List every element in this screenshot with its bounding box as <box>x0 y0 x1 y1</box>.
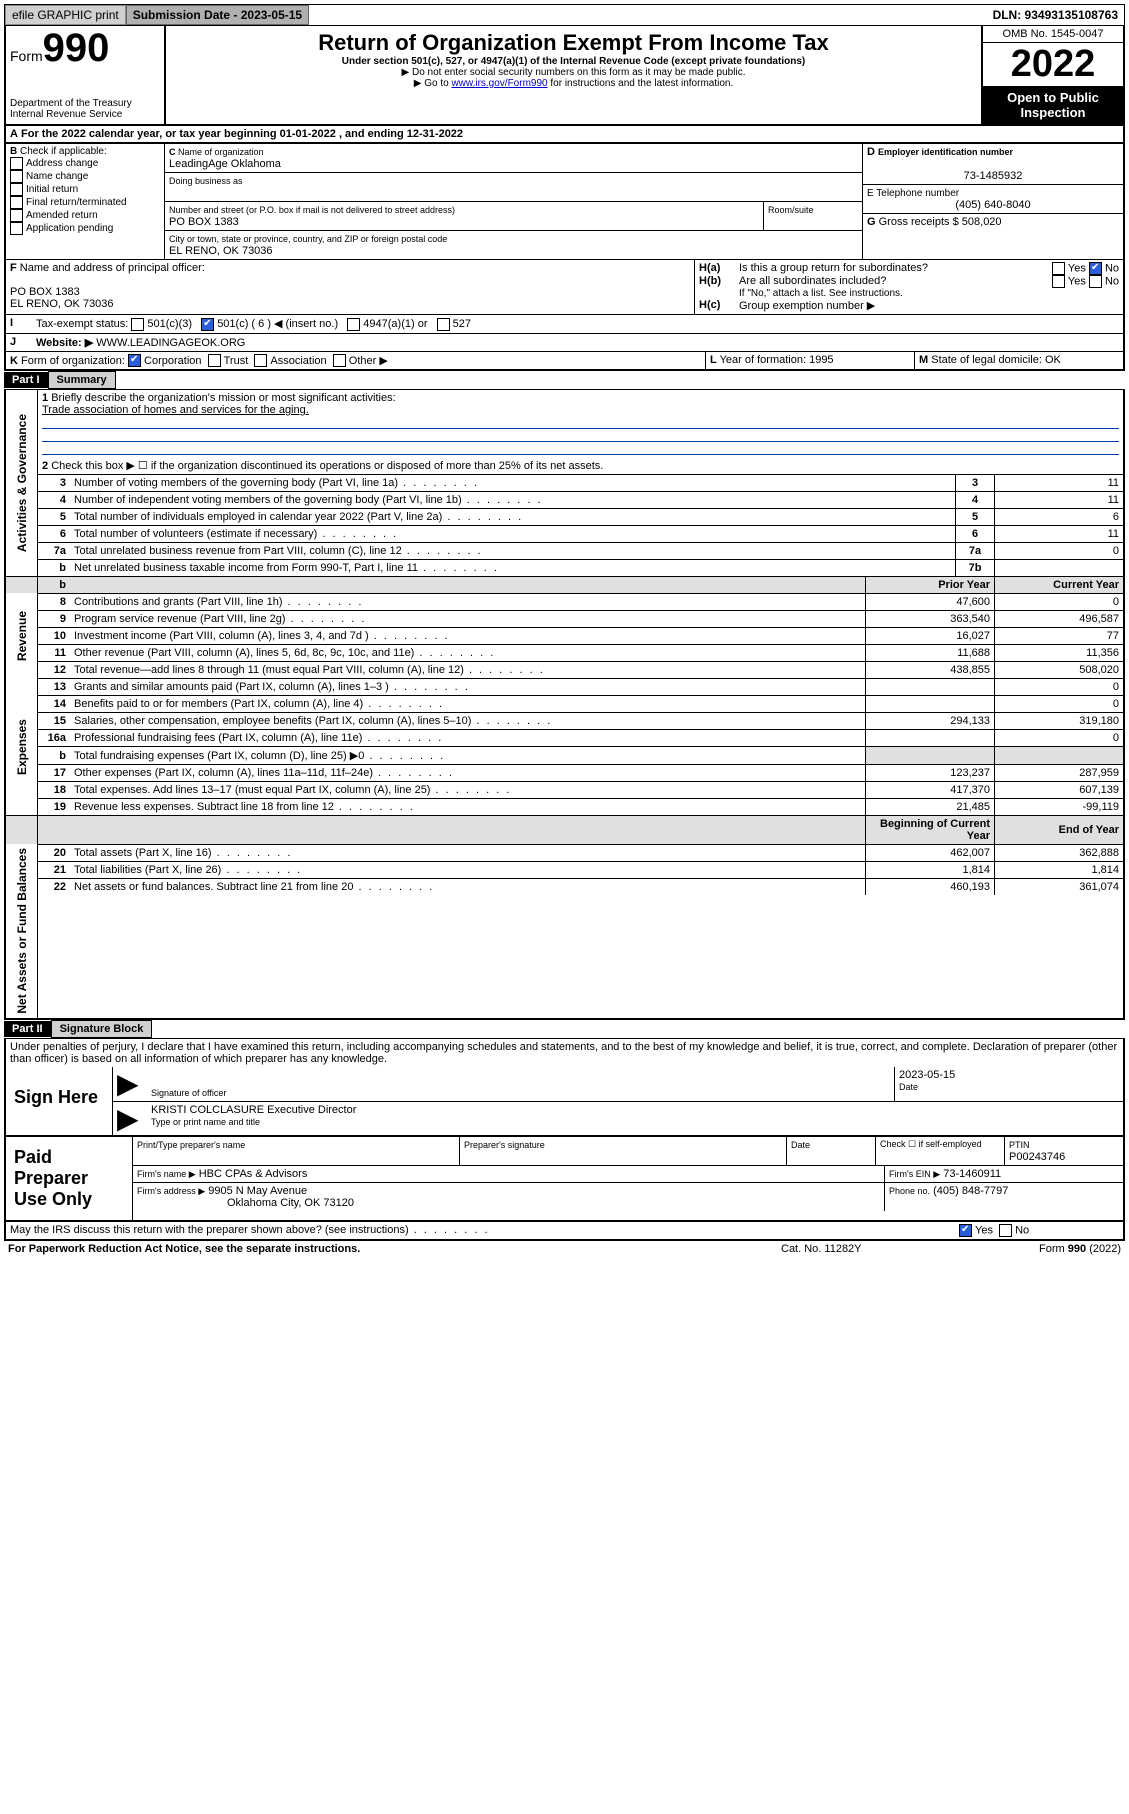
org-name: LeadingAge Oklahoma <box>169 158 281 170</box>
domicile: OK <box>1045 354 1061 366</box>
table-netassets: 20Total assets (Part X, line 16)462,0073… <box>38 844 1123 895</box>
note-link: ▶ Go to www.irs.gov/Form990 for instruct… <box>170 78 977 89</box>
hb-note: If "No," attach a list. See instructions… <box>699 288 1119 299</box>
table-expenses: 13Grants and similar amounts paid (Part … <box>38 678 1123 815</box>
discuss-question: May the IRS discuss this return with the… <box>10 1224 959 1237</box>
phone: (405) 640-8040 <box>867 199 1119 211</box>
side-governance: Activities & Governance <box>13 410 31 556</box>
top-bar: efile GRAPHIC print Submission Date - 20… <box>4 4 1125 26</box>
org-address: PO BOX 1383 <box>169 216 239 228</box>
omb-no: OMB No. 1545-0047 <box>983 26 1123 43</box>
hb-no[interactable] <box>1089 275 1102 288</box>
officer-name: KRISTI COLCLASURE Executive Director <box>151 1104 356 1116</box>
officer-addr1: PO BOX 1383 <box>10 286 80 298</box>
line-a: A For the 2022 calendar year, or tax yea… <box>4 126 1125 144</box>
table-revenue: 8Contributions and grants (Part VIII, li… <box>38 593 1123 678</box>
cb-other[interactable] <box>333 354 346 367</box>
discuss-no[interactable] <box>999 1224 1012 1237</box>
hb-yes[interactable] <box>1052 275 1065 288</box>
section-b: B Check if applicable: Address change Na… <box>6 144 165 259</box>
submission-date: Submission Date - 2023-05-15 <box>126 5 309 25</box>
form-title: Return of Organization Exempt From Incom… <box>170 30 977 56</box>
cat-no: Cat. No. 11282Y <box>781 1243 961 1255</box>
website[interactable]: WWW.LEADINGAGEOK.ORG <box>96 337 245 349</box>
ein: 73-1485932 <box>867 170 1119 182</box>
firm-name: HBC CPAs & Advisors <box>199 1168 308 1180</box>
form-number: Form990 <box>10 30 160 66</box>
cb-initial-return[interactable] <box>10 183 23 196</box>
sign-here-label: Sign Here <box>6 1067 112 1135</box>
firm-ein: 73-1460911 <box>943 1168 1001 1180</box>
tax-year: 2022 <box>983 43 1123 86</box>
ha-no[interactable] <box>1089 262 1102 275</box>
part2-header: Part IISignature Block <box>4 1020 1125 1038</box>
form-footer: Form 990 (2022) <box>961 1243 1121 1255</box>
note-ssn: ▶ Do not enter social security numbers o… <box>170 67 977 78</box>
side-netassets: Net Assets or Fund Balances <box>13 844 31 1018</box>
firm-addr1: 9905 N May Avenue <box>208 1185 307 1197</box>
efile-print-btn[interactable]: efile GRAPHIC print <box>5 5 126 25</box>
firm-phone: (405) 848-7797 <box>933 1185 1008 1197</box>
sig-date: 2023-05-15 <box>899 1069 955 1081</box>
cb-name-change[interactable] <box>10 170 23 183</box>
cb-4947[interactable] <box>347 318 360 331</box>
form-header: Form990 Department of the TreasuryIntern… <box>4 26 1125 126</box>
org-city: EL RENO, OK 73036 <box>169 245 273 257</box>
irs-link[interactable]: www.irs.gov/Form990 <box>451 78 547 89</box>
mission-text: Trade association of homes and services … <box>42 404 309 416</box>
side-expenses: Expenses <box>13 715 31 779</box>
paid-preparer-label: Paid Preparer Use Only <box>6 1137 132 1220</box>
cb-app-pending[interactable] <box>10 222 23 235</box>
cb-amended[interactable] <box>10 209 23 222</box>
officer-addr2: EL RENO, OK 73036 <box>10 298 114 310</box>
cb-527[interactable] <box>437 318 450 331</box>
ha-yes[interactable] <box>1052 262 1065 275</box>
discuss-yes[interactable] <box>959 1224 972 1237</box>
form-subtitle: Under section 501(c), 527, or 4947(a)(1)… <box>170 56 977 67</box>
cb-corp[interactable] <box>128 354 141 367</box>
paperwork-notice: For Paperwork Reduction Act Notice, see … <box>8 1243 781 1255</box>
part1-header: Part ISummary <box>4 371 1125 389</box>
firm-addr2: Oklahoma City, OK 73120 <box>137 1197 354 1209</box>
gross-receipts: 508,020 <box>962 216 1002 228</box>
cb-501c3[interactable] <box>131 318 144 331</box>
table-governance: 3Number of voting members of the governi… <box>38 474 1123 576</box>
cb-address-change[interactable] <box>10 157 23 170</box>
year-formation: 1995 <box>809 354 833 366</box>
open-inspection: Open to Public Inspection <box>983 86 1123 124</box>
dept-treasury: Department of the TreasuryInternal Reven… <box>10 98 160 120</box>
ptin: P00243746 <box>1009 1151 1065 1163</box>
cb-final-return[interactable] <box>10 196 23 209</box>
dln: DLN: 93493135108763 <box>987 6 1124 24</box>
perjury-declaration: Under penalties of perjury, I declare th… <box>4 1038 1125 1067</box>
cb-501c[interactable] <box>201 318 214 331</box>
cb-assoc[interactable] <box>254 354 267 367</box>
side-revenue: Revenue <box>13 607 31 665</box>
cb-trust[interactable] <box>208 354 221 367</box>
